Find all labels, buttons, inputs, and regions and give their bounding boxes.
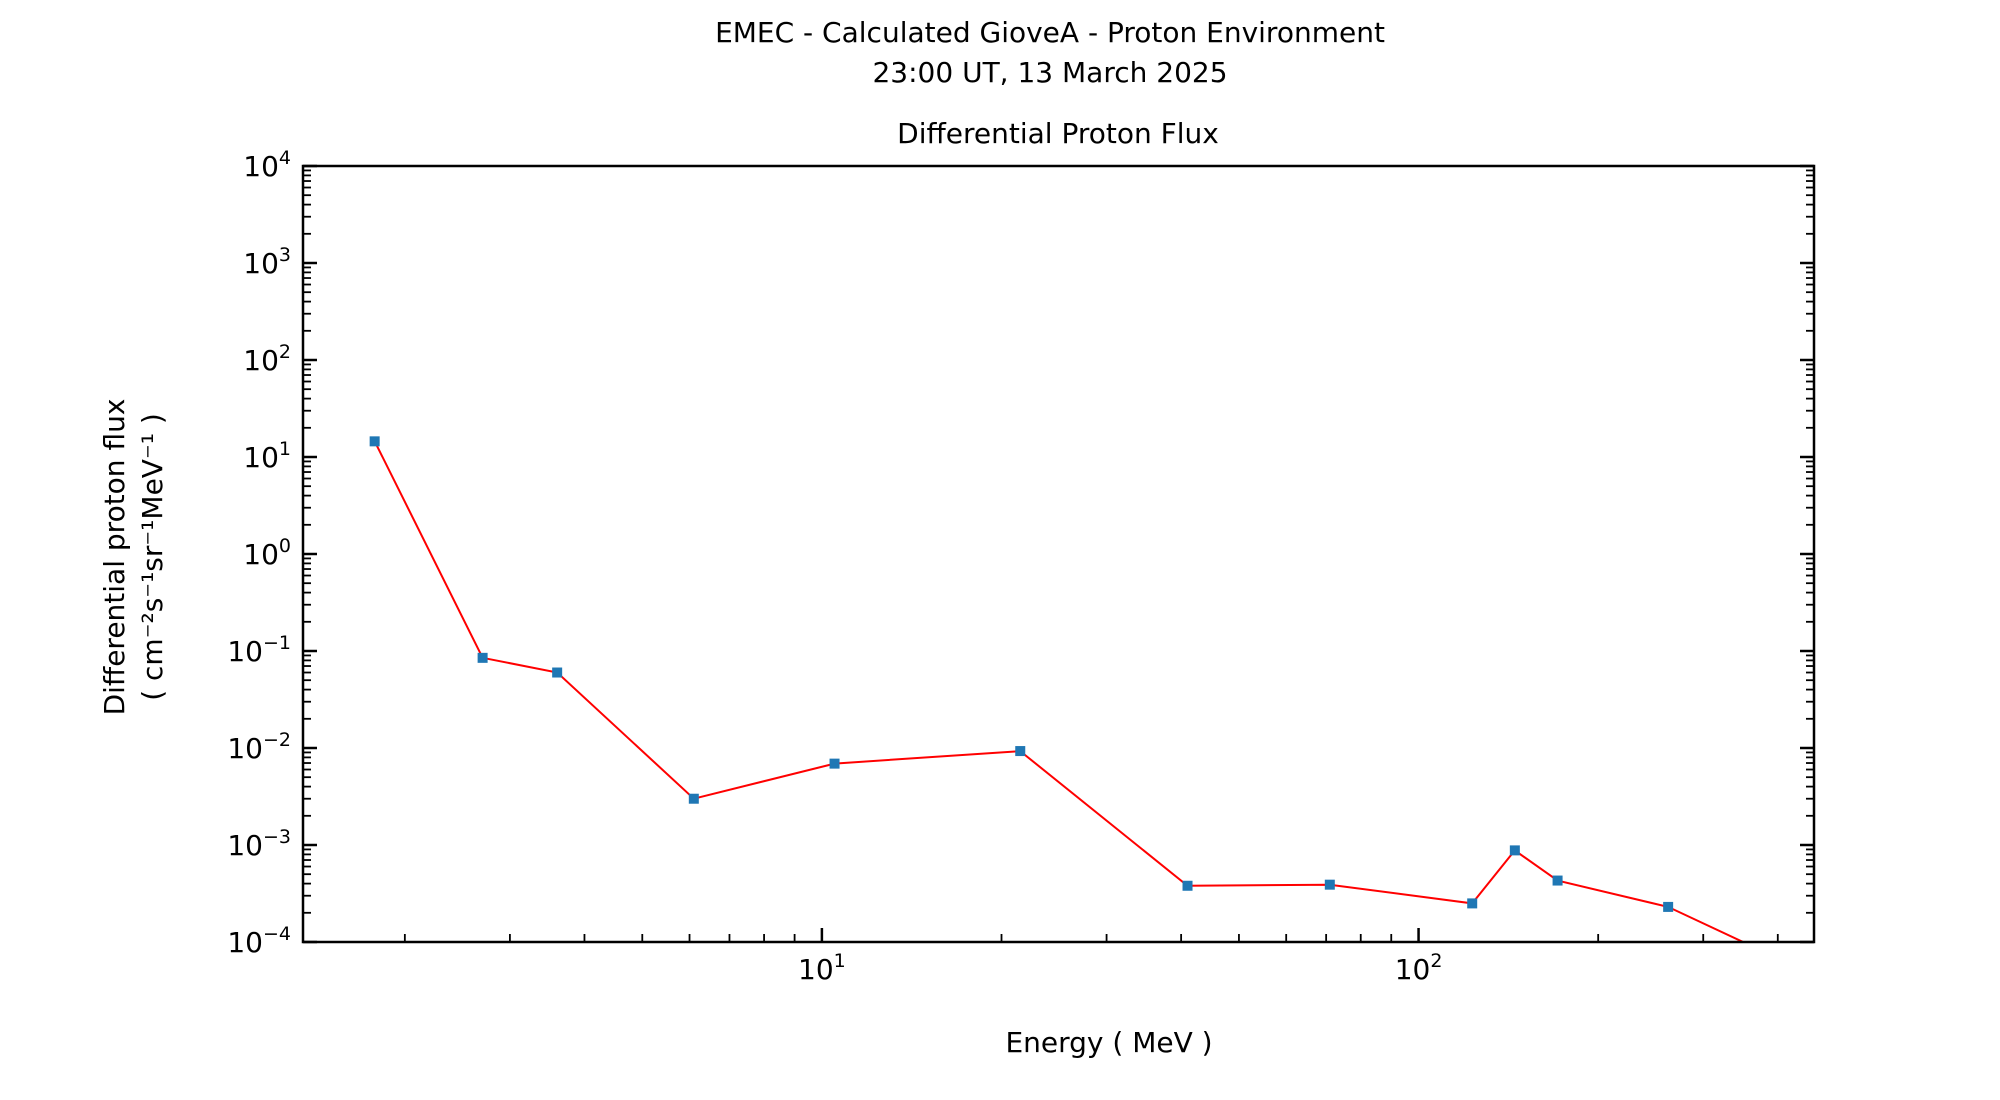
y-tick-label: 104	[243, 147, 291, 183]
y-axis-label-line2: ( cm⁻²s⁻¹sr⁻¹MeV⁻¹ )	[136, 413, 169, 701]
x-tick-label: 102	[1395, 950, 1443, 986]
data-point	[688, 793, 699, 804]
y-tick-label: 101	[243, 438, 291, 474]
chart-title: Differential Proton Flux	[897, 117, 1219, 150]
y-tick-label: 103	[243, 244, 291, 280]
figure-title-line1: EMEC - Calculated GioveA - Proton Enviro…	[715, 16, 1385, 49]
y-tick-label: 10−4	[227, 923, 291, 959]
series-group	[369, 436, 1763, 954]
data-point	[477, 652, 488, 663]
x-tick-label: 101	[798, 950, 846, 986]
y-tick-label: 10−1	[227, 632, 291, 668]
y-tick-label: 10−2	[227, 729, 291, 765]
figure-title-line2: 23:00 UT, 13 March 2025	[872, 56, 1227, 89]
data-point	[1663, 901, 1674, 912]
y-axis-label-line1: Differential proton flux	[98, 399, 131, 716]
y-tick-label: 10−3	[227, 826, 291, 862]
data-point	[1753, 944, 1763, 954]
data-point	[1552, 875, 1563, 886]
series-line	[373, 440, 1746, 942]
tick-labels: 104 103 102 101 100 10−1 10−2 10−3 10−4 101 102	[227, 147, 1442, 986]
data-point	[1015, 746, 1026, 757]
data-point	[829, 758, 840, 769]
data-point	[1182, 880, 1193, 891]
data-point	[552, 667, 563, 678]
y-axis-label: Differential proton flux ( cm⁻²s⁻¹sr⁻¹Me…	[98, 399, 169, 716]
data-point	[1467, 898, 1478, 909]
y-tick-label: 102	[243, 341, 291, 377]
data-point	[369, 436, 380, 447]
x-axis-label: Energy ( MeV )	[1005, 1026, 1212, 1059]
data-point	[1324, 879, 1335, 890]
plot-frame	[301, 164, 1816, 944]
data-point	[1509, 845, 1520, 856]
y-tick-label: 100	[243, 535, 291, 571]
axis-ticks	[303, 164, 1814, 944]
